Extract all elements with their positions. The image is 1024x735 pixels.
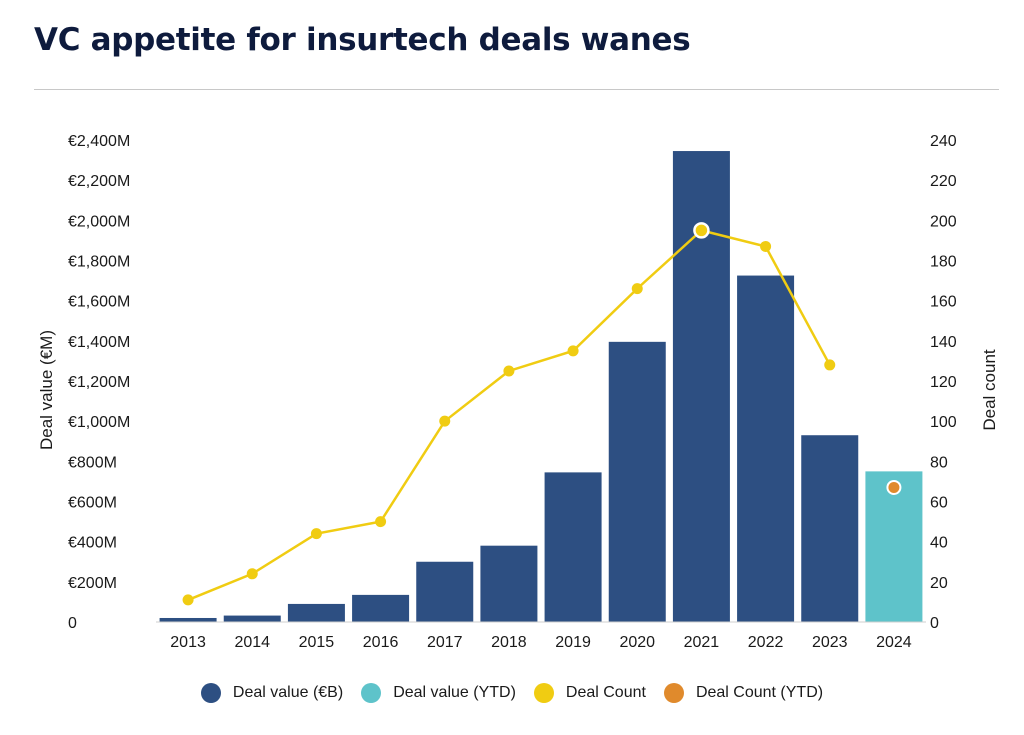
y-left-tick-label: €2,000M (68, 213, 130, 230)
y-right-tick-label: 180 (930, 254, 957, 271)
y-right-tick-label: 20 (930, 575, 948, 592)
combo-chart: 0 €200M €400M €600M €800M €1,000M €1,200M €1,40… (37, 133, 999, 651)
bar (287, 603, 345, 622)
y-right-tick-label: 200 (930, 213, 957, 230)
legend-swatch (361, 683, 382, 703)
y-left-tick-label: €2,400M (68, 133, 130, 150)
bar (223, 615, 281, 622)
y-left-tick-label: €1,200M (68, 374, 130, 391)
legend-item: Deal value (€B) (200, 683, 344, 703)
x-tick-label: 2021 (684, 634, 720, 651)
x-tick-label: 2014 (234, 634, 270, 651)
x-tick-label: 2017 (427, 634, 463, 651)
line-point (310, 528, 322, 540)
deal-count-line (187, 229, 831, 602)
legend-item: Deal Count (YTD) (663, 683, 824, 703)
bar (544, 472, 602, 622)
title-divider (34, 89, 999, 90)
line-point (375, 516, 387, 528)
y-left-tick-label: €400M (68, 535, 117, 552)
y-left-tick-label: €600M (68, 495, 117, 512)
bar (865, 471, 923, 622)
y-right-tick-label: 140 (930, 334, 957, 351)
y-right-tick-label: 0 (930, 615, 939, 632)
y-left-tick-label: €800M (68, 454, 117, 471)
bar (416, 561, 474, 622)
y-left-tick-label: €1,800M (68, 254, 130, 271)
y-right-tick-label: 240 (930, 133, 957, 150)
ytd-point (886, 479, 902, 495)
legend: Deal value (€B) Deal value (YTD) Deal Coun… (0, 683, 1024, 703)
legend-label: Deal Count (565, 684, 646, 701)
legend-label: Deal value (€B) (232, 684, 344, 701)
x-tick-label: 2019 (555, 634, 591, 651)
y-right-tick-label: 220 (930, 173, 957, 190)
bar (801, 435, 859, 622)
y-left-tick-label: €1,400M (68, 334, 130, 351)
legend-swatch (663, 683, 684, 703)
line-point (631, 283, 643, 295)
x-tick-label: 2024 (876, 634, 912, 651)
y-right-tick-label: 160 (930, 294, 957, 311)
line-point (760, 240, 772, 252)
x-tick-label: 2020 (619, 634, 655, 651)
legend-item: Deal Count (533, 683, 646, 703)
line-point (439, 415, 451, 427)
x-tick-label: 2015 (299, 634, 335, 651)
line-point (824, 359, 836, 371)
legend-item: Deal value (YTD) (361, 683, 516, 703)
chart-title: VC appetite for insurtech deals wanes (34, 22, 691, 58)
bar (159, 617, 217, 622)
x-tick-label: 2022 (748, 634, 784, 651)
y-left-tick-label: 0 (68, 615, 77, 632)
y-left-tick-label: €1,000M (68, 414, 130, 431)
bar (737, 275, 795, 622)
y-left-tick-label: €200M (68, 575, 117, 592)
x-tick-label: 2018 (491, 634, 527, 651)
y-right-tick-label: 80 (930, 454, 948, 471)
legend-label: Deal value (YTD) (393, 684, 516, 701)
bar (672, 151, 730, 622)
y-right-tick-label: 120 (930, 374, 957, 391)
bar (480, 545, 538, 622)
y-right-tick-label: 60 (930, 495, 948, 512)
legend-swatch (533, 683, 554, 703)
y-right-axis-label: Deal count (980, 349, 999, 431)
bar (352, 594, 410, 622)
x-tick-label: 2013 (170, 634, 206, 651)
y-left-tick-label: €2,200M (68, 173, 130, 190)
line-point (246, 568, 258, 580)
y-right-tick-label: 40 (930, 535, 948, 552)
y-left-tick-label: €1,600M (68, 294, 130, 311)
line-point (182, 594, 194, 606)
bar (608, 341, 666, 622)
line-point (503, 365, 515, 377)
legend-label: Deal Count (YTD) (695, 684, 824, 701)
y-right-tick-label: 100 (930, 414, 957, 431)
line-point (567, 345, 579, 357)
y-left-axis-label: Deal value (€M) (37, 330, 56, 450)
legend-swatch (200, 683, 221, 703)
x-tick-label: 2016 (363, 634, 399, 651)
x-tick-label: 2023 (812, 634, 848, 651)
line-point (693, 222, 710, 239)
